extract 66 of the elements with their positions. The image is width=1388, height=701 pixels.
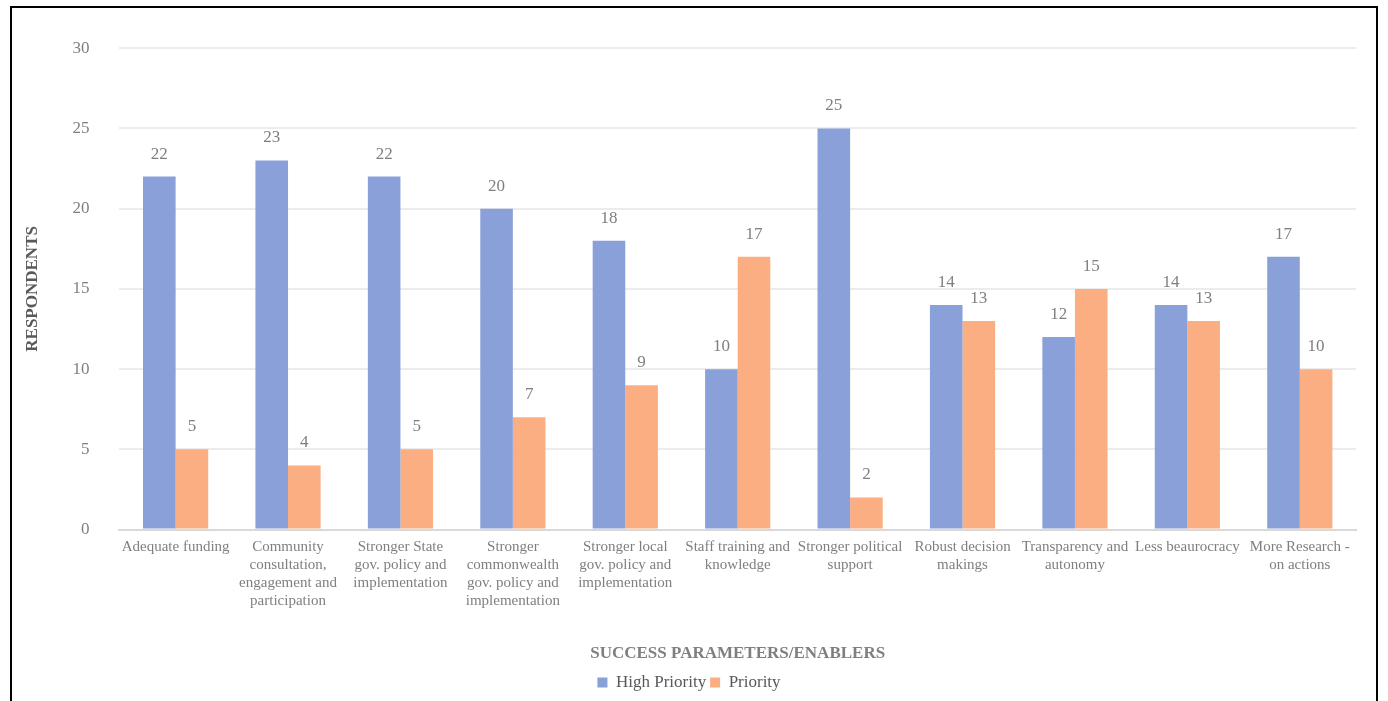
data-label: 5 xyxy=(187,416,197,436)
bar xyxy=(512,417,546,529)
bar xyxy=(705,369,738,529)
data-label: 23 xyxy=(263,127,281,147)
data-label: 13 xyxy=(970,287,988,307)
legend-label: High Priority xyxy=(615,671,707,691)
data-label: 5 xyxy=(412,416,421,436)
data-label: 20 xyxy=(488,175,506,195)
bar xyxy=(367,176,401,529)
y-tick-label: 0 xyxy=(80,519,90,539)
x-axis-title: SUCCESS PARAMETERS/ENABLERS xyxy=(590,643,886,663)
data-label: 2 xyxy=(862,464,871,484)
x-tick-label: Staff training and knowledge xyxy=(685,537,791,572)
bar xyxy=(1154,304,1188,529)
x-tick-label: Stronger commonwealth gov. policy and implementation xyxy=(465,537,561,608)
legend-label: Priority xyxy=(728,671,782,691)
bar xyxy=(1267,256,1300,529)
bar xyxy=(850,497,883,529)
y-tick-label: 20 xyxy=(72,198,90,218)
bar xyxy=(1187,320,1220,529)
data-label: 13 xyxy=(1195,287,1213,307)
x-tick-label: Stronger local gov. policy and implementation xyxy=(578,537,673,590)
data-label: 7 xyxy=(524,384,534,404)
x-tick-label: Less beaurocracy xyxy=(1135,537,1241,554)
bar xyxy=(143,176,176,529)
data-label: 14 xyxy=(937,271,956,291)
y-tick-label: 5 xyxy=(80,438,90,458)
y-tick-label: 25 xyxy=(72,117,90,137)
bar xyxy=(929,304,963,529)
x-tick-label: Community consultation, engagement and participation xyxy=(239,537,338,608)
data-label: 12 xyxy=(1050,304,1068,324)
y-tick-label: 10 xyxy=(72,358,90,378)
data-label: 17 xyxy=(1274,223,1293,243)
bar xyxy=(288,465,321,529)
y-tick-label: 30 xyxy=(72,37,90,57)
data-label: 25 xyxy=(825,95,843,115)
bar xyxy=(1299,369,1333,529)
bar xyxy=(480,208,513,529)
data-label: 15 xyxy=(1082,255,1100,275)
x-tick-label: Adequate funding xyxy=(121,537,231,554)
bar xyxy=(737,256,771,529)
data-label: 9 xyxy=(637,352,646,372)
data-label: 22 xyxy=(150,143,168,163)
bar xyxy=(1074,288,1108,529)
data-label: 10 xyxy=(712,336,730,356)
x-tick-label: Transparency and autonomy xyxy=(1021,537,1129,572)
bar xyxy=(592,240,626,529)
data-label: 18 xyxy=(600,207,618,227)
bar xyxy=(1042,337,1075,529)
bar xyxy=(817,128,851,529)
x-tick-label: Stronger political support xyxy=(797,537,903,572)
data-label: 4 xyxy=(300,432,310,452)
bar xyxy=(625,385,658,529)
data-label: 10 xyxy=(1307,336,1325,356)
data-label: 22 xyxy=(375,143,393,163)
bar xyxy=(400,449,434,529)
x-tick-label: Stronger State gov. policy and implementation xyxy=(353,537,449,590)
x-tick-label: More Research - on actions xyxy=(1249,537,1350,572)
data-label: 17 xyxy=(745,223,763,243)
bar xyxy=(962,320,996,529)
x-tick-label: Robust decision makings xyxy=(914,537,1012,572)
bar xyxy=(175,449,209,529)
y-axis-title: RESPONDENTS xyxy=(21,226,41,352)
y-tick-label: 15 xyxy=(72,278,90,298)
bar xyxy=(255,160,289,529)
data-label: 14 xyxy=(1162,271,1181,291)
